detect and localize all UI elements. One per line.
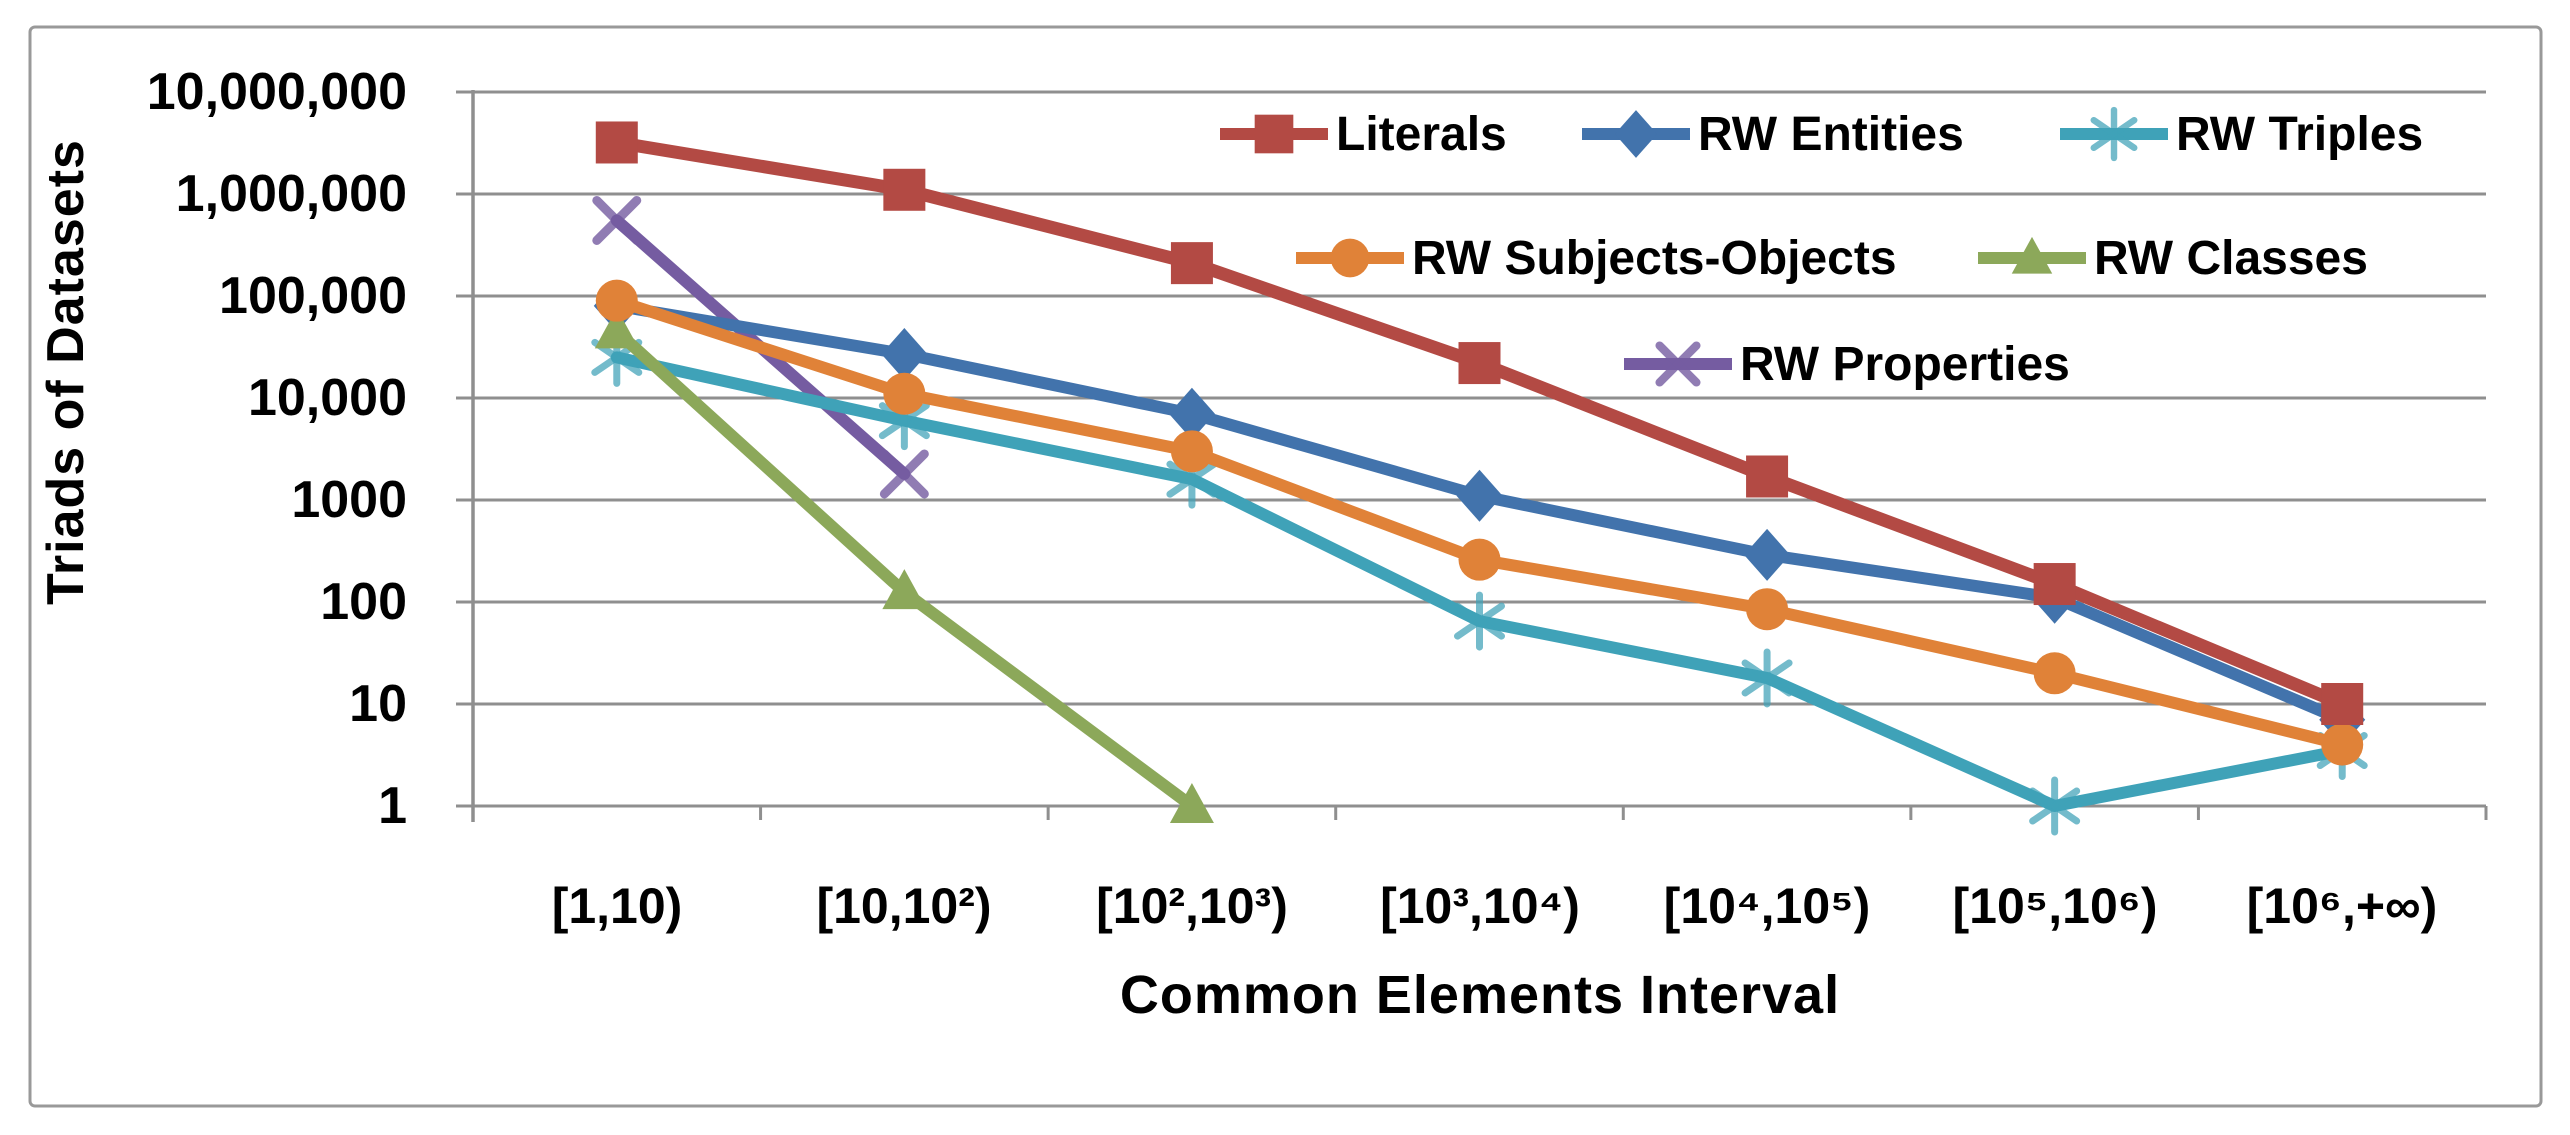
triangle-up-marker (1169, 783, 1214, 823)
y-tick-label: 10,000,000 (146, 63, 407, 121)
figure-border (28, 25, 2543, 1108)
legend-item-rw-classes: RW Classes (1974, 228, 2368, 288)
triangle-up-marker (2011, 236, 2053, 274)
circle-marker (1458, 538, 1501, 581)
x-tick-label: [10³,10⁴) (1380, 878, 1580, 934)
legend-label: RW Triples (2176, 107, 2424, 161)
legend-asterisk-marker-icon (2060, 106, 2168, 162)
x-axis-title: Common Elements Interval (1119, 965, 1841, 1025)
legend-label: RW Entities (1698, 107, 1964, 161)
diamond-marker (1614, 110, 1658, 158)
legend-item-rw-subjects-objects: RW Subjects-Objects (1292, 228, 1897, 288)
y-tick-label: 100,000 (219, 267, 407, 325)
square-marker (1746, 455, 1789, 498)
triangle-up-marker (882, 569, 927, 610)
series-line-rw-triples (610, 351, 2349, 812)
y-tick-label: 1 (378, 777, 407, 835)
legend-circle-marker-icon (1296, 238, 1404, 278)
asterisk-marker (1741, 648, 1793, 708)
legend-item-rw-entities: RW Entities (1578, 104, 1964, 164)
legend-label: RW Properties (1740, 337, 2070, 391)
series-rw-classes (594, 308, 1214, 823)
series-literals (595, 121, 2364, 725)
legend-triangle-marker-icon (1978, 236, 2086, 274)
square-marker (1254, 114, 1294, 154)
x-tick-label: [10,10²) (816, 878, 992, 934)
square-marker (1170, 242, 1213, 285)
x-tick-label: [10²,10³) (1096, 878, 1288, 934)
x-marker (879, 449, 929, 499)
asterisk-marker (2090, 106, 2138, 162)
x-tick-label: [10⁵,10⁶) (1952, 878, 2158, 934)
legend-label: Literals (1336, 107, 1507, 161)
circle-marker (1330, 238, 1370, 278)
legend-square-marker-icon (1220, 114, 1328, 154)
diamond-marker (1744, 528, 1791, 581)
series-rw-triples (591, 327, 2368, 836)
legend-diamond-marker-icon (1582, 110, 1690, 158)
circle-marker (2033, 652, 2076, 695)
circle-marker (595, 279, 638, 322)
circle-marker (1170, 430, 1213, 473)
y-tick-label: 1000 (291, 471, 407, 529)
circle-marker (1746, 588, 1789, 631)
x-marker (1655, 341, 1701, 387)
asterisk-marker (1454, 591, 1505, 651)
square-marker (595, 121, 638, 164)
legend-item-literals: Literals (1216, 104, 1507, 164)
circle-marker (883, 372, 926, 415)
square-marker (883, 168, 926, 211)
legend-item-rw-triples: RW Triples (2056, 104, 2423, 164)
x-tick-label: [10⁶,+∞) (2246, 878, 2438, 934)
diamond-marker (1456, 469, 1503, 522)
y-tick-label: 10 (349, 675, 407, 733)
legend-item-rw-properties: RW Properties (1620, 334, 2070, 394)
diamond-marker (1168, 387, 1215, 440)
x-marker (592, 195, 642, 245)
triangle-up-marker (594, 308, 639, 349)
asterisk-marker (2029, 776, 2081, 836)
square-marker (2033, 563, 2076, 606)
x-tick-label: [1,10) (551, 878, 683, 934)
diamond-marker (881, 328, 928, 381)
legend-x-marker-icon (1624, 341, 1732, 387)
x-tick-label: [10⁴,10⁵) (1663, 878, 1871, 934)
circle-marker (2321, 723, 2364, 766)
square-marker (1458, 342, 1501, 385)
square-marker (2321, 683, 2364, 725)
legend-label: RW Subjects-Objects (1412, 231, 1897, 285)
legend-label: RW Classes (2094, 231, 2368, 285)
y-tick-label: 10,000 (247, 369, 407, 427)
y-tick-label: 100 (320, 573, 407, 631)
y-tick-label: 1,000,000 (175, 165, 407, 223)
series-rw-subjects-objects (595, 279, 2364, 766)
